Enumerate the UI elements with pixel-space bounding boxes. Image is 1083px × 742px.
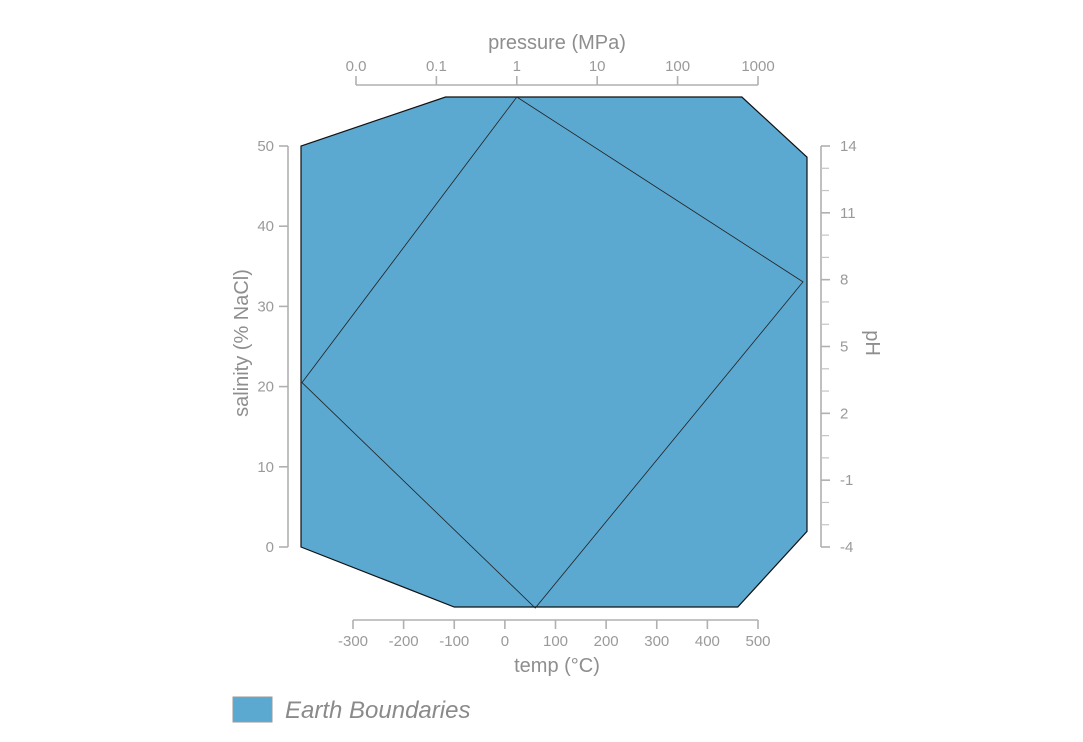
temp-tick-label: 0 bbox=[501, 633, 509, 650]
ph-tick-label: 14 bbox=[840, 138, 857, 155]
temp-tick-label: 300 bbox=[644, 633, 669, 650]
ph-tick-label: 8 bbox=[840, 272, 848, 289]
ph-tick-label: 11 bbox=[840, 205, 856, 222]
temp-tick-label: -300 bbox=[338, 633, 368, 650]
salinity-tick-label: 40 bbox=[257, 218, 274, 235]
ph-axis-title: pH bbox=[861, 330, 883, 356]
legend-swatch bbox=[232, 696, 273, 723]
temp-tick-label: 500 bbox=[745, 633, 770, 650]
temp-axis-title: temp (°C) bbox=[514, 655, 600, 677]
salinity-tick-label: 20 bbox=[257, 379, 274, 396]
ph-axis: -4 -1 2 5 8 11 14 bbox=[820, 138, 857, 556]
pressure-tick-label: 1000 bbox=[741, 58, 774, 75]
salinity-tick-label: 0 bbox=[266, 539, 274, 556]
pressure-tick-label: 100 bbox=[665, 58, 690, 75]
temp-tick-label: -100 bbox=[439, 633, 469, 650]
ph-tick-label: 2 bbox=[840, 405, 848, 422]
pressure-tick-label: 0.0 bbox=[346, 58, 367, 75]
pressure-axis: 0.0 0.1 1 10 100 1000 bbox=[346, 58, 775, 86]
salinity-tick-label: 30 bbox=[257, 298, 274, 315]
pressure-tick-label: 10 bbox=[589, 58, 606, 75]
salinity-tick-label: 10 bbox=[257, 459, 274, 476]
legend-label: Earth Boundaries bbox=[285, 697, 470, 724]
ph-tick-label: -1 bbox=[840, 472, 853, 489]
pressure-tick-label: 0.1 bbox=[426, 58, 447, 75]
temp-tick-label: -200 bbox=[389, 633, 419, 650]
temp-axis: -300 -200 -100 0 100 200 300 400 500 bbox=[338, 619, 771, 650]
temp-tick-label: 200 bbox=[594, 633, 619, 650]
ph-tick-label: -4 bbox=[840, 539, 853, 556]
pressure-axis-title: pressure (MPa) bbox=[488, 32, 626, 54]
temp-tick-label: 100 bbox=[543, 633, 568, 650]
inner-boundary-outline bbox=[301, 96, 804, 609]
temp-tick-label: 400 bbox=[695, 633, 720, 650]
salinity-tick-label: 50 bbox=[257, 138, 274, 155]
ph-tick-label: 5 bbox=[840, 339, 848, 356]
salinity-axis-title: salinity (% NaCl) bbox=[231, 269, 253, 417]
pressure-tick-label: 1 bbox=[513, 58, 521, 75]
series-layer bbox=[300, 96, 808, 609]
legend: Earth Boundaries bbox=[232, 696, 470, 724]
earth-boundaries-region bbox=[300, 96, 808, 608]
salinity-axis: 0 10 20 30 40 50 bbox=[257, 138, 289, 556]
